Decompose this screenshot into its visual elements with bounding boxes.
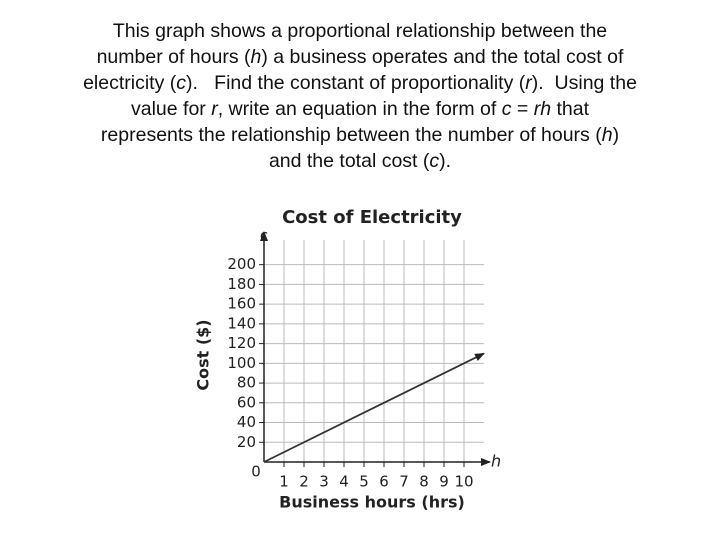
text-segment: that — [551, 98, 589, 120]
x-tick-label: 6 — [379, 473, 389, 491]
y-tick-label: 200 — [227, 255, 256, 273]
origin-label: 0 — [251, 463, 261, 481]
y-tick-label: 40 — [237, 413, 256, 431]
x-tick-label: 5 — [359, 473, 369, 491]
x-tick-label: 9 — [439, 473, 449, 491]
x-axis-label: Business hours (hrs) — [279, 493, 465, 512]
y-tick-label: 20 — [237, 433, 256, 451]
text-segment: represents the relationship between the … — [100, 124, 602, 146]
question-line: number of hours (h) a business operates … — [0, 44, 720, 70]
y-tick-label: 100 — [227, 354, 256, 372]
data-line — [263, 352, 485, 463]
x-tick-label: 10 — [454, 473, 473, 491]
question-line: value for r, write an equation in the fo… — [0, 96, 720, 122]
text-segment: rh — [533, 98, 552, 120]
y-tick-label: 120 — [227, 334, 256, 352]
text-segment: number of hours ( — [96, 46, 251, 68]
y-tick-label: 60 — [237, 393, 256, 411]
x-tick-label: 3 — [319, 473, 329, 491]
text-segment: ). Using the — [531, 72, 637, 94]
x-tick-label: 2 — [299, 473, 309, 491]
x-tick-label: 8 — [419, 473, 429, 491]
text-segment: = — [511, 98, 534, 120]
x-tick-label: 1 — [279, 473, 289, 491]
x-axis-name: h — [491, 452, 501, 471]
text-segment: , write an equation in the form of — [217, 98, 502, 120]
text-segment: and the total cost ( — [268, 150, 430, 172]
y-axis-name: c — [260, 227, 268, 245]
text-segment: r — [525, 72, 532, 94]
text-segment: electricity ( — [83, 72, 177, 94]
question-line: and the total cost (c). — [0, 148, 720, 174]
chart-title: Cost of Electricity — [282, 207, 462, 228]
x-tick-label: 4 — [339, 473, 349, 491]
x-tick-label: 7 — [399, 473, 409, 491]
y-tick-label: 160 — [227, 295, 256, 313]
question-line: represents the relationship between the … — [0, 122, 720, 148]
text-segment: ). Find the constant of proportionality … — [186, 72, 526, 94]
question-line: electricity (c). Find the constant of pr… — [0, 70, 720, 96]
text-segment: ) a business operates and the total cost… — [261, 46, 624, 68]
text-segment: r — [211, 98, 218, 120]
text-segment: h — [601, 124, 613, 146]
text-segment: c — [501, 98, 512, 120]
text-segment: ). — [439, 150, 452, 172]
text-segment: ) — [612, 124, 620, 146]
y-tick-label: 80 — [237, 374, 256, 392]
y-axis-label: Cost ($) — [194, 319, 213, 390]
question: This graph shows a proportional relation… — [0, 18, 720, 174]
question-line: This graph shows a proportional relation… — [0, 18, 720, 44]
text-segment: This graph shows a proportional relation… — [112, 20, 608, 42]
y-tick-label: 180 — [227, 275, 256, 293]
text-segment: c — [176, 72, 187, 94]
text-segment: value for — [131, 98, 212, 120]
text-segment: h — [250, 46, 262, 68]
y-tick-label: 140 — [227, 314, 256, 332]
text-segment: c — [429, 150, 440, 172]
